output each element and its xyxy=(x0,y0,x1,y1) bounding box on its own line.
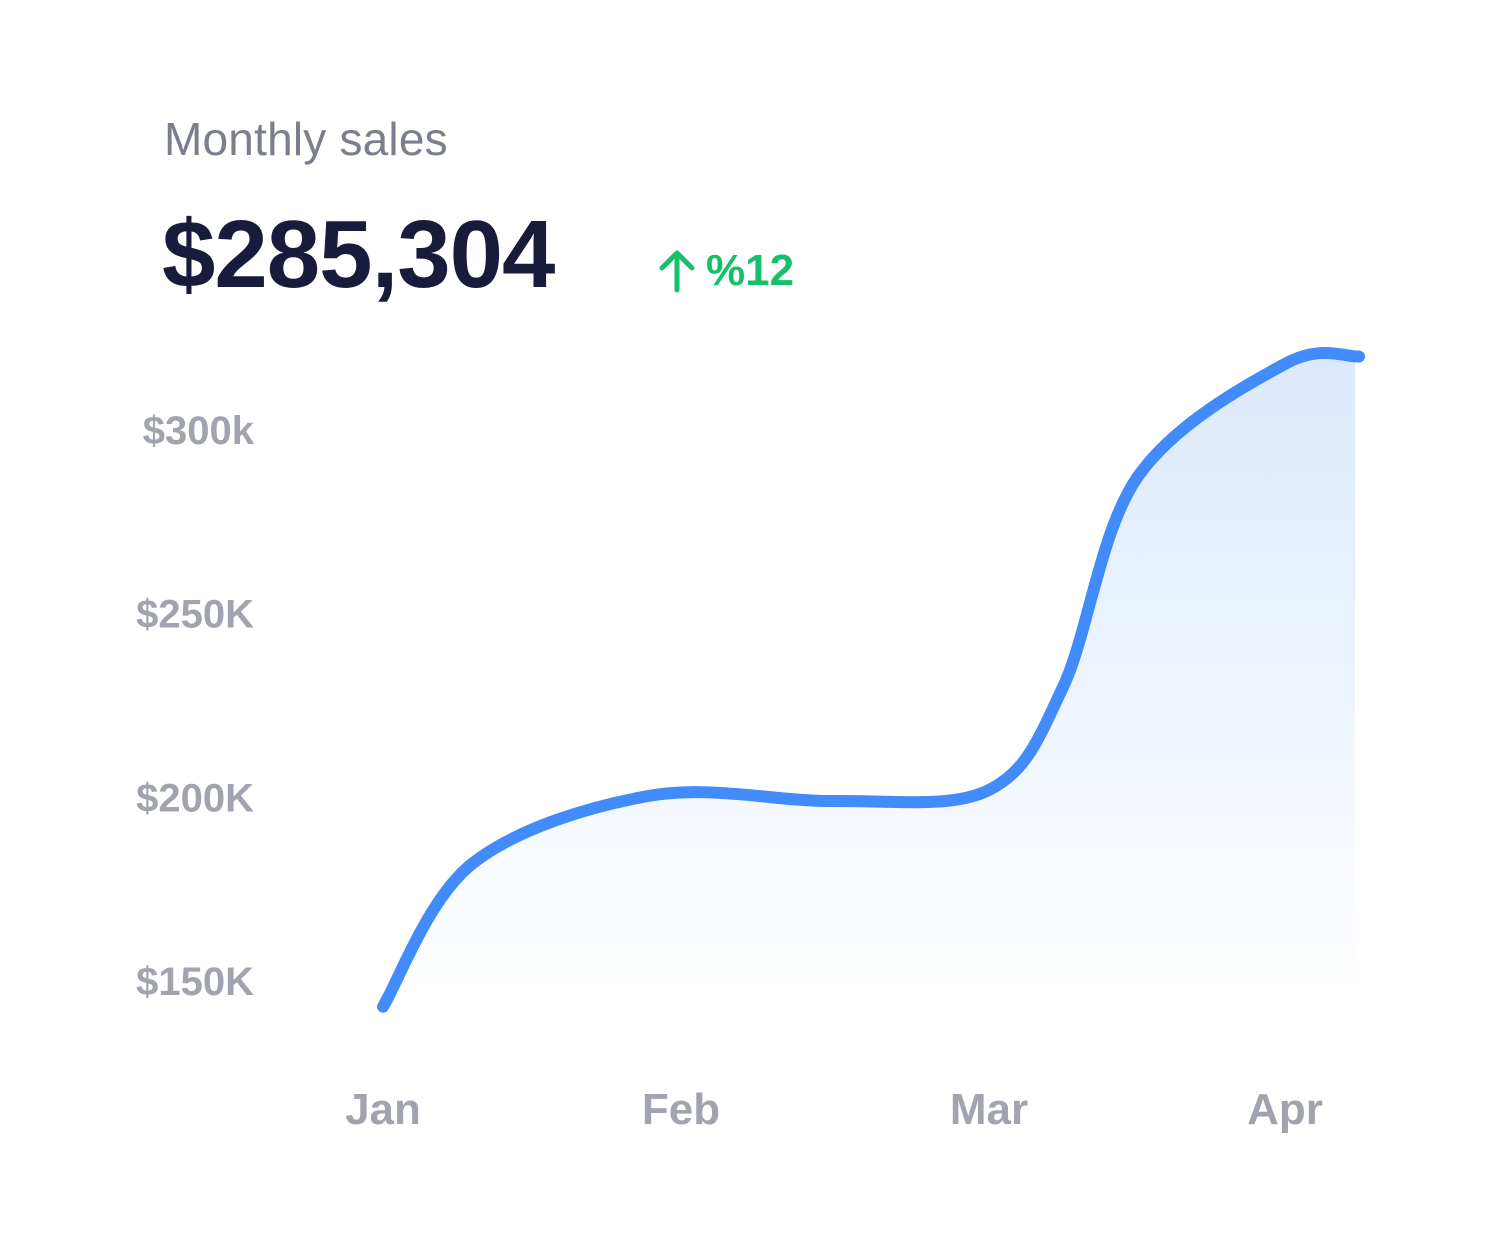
y-tick-label: $200K xyxy=(136,776,254,820)
x-tick-label: Apr xyxy=(1247,1085,1323,1134)
arrow-up-icon xyxy=(656,248,698,294)
y-tick-label: $250K xyxy=(136,593,254,637)
sales-line xyxy=(377,346,1365,1013)
x-tick-label: Feb xyxy=(642,1085,720,1134)
x-tick-label: Jan xyxy=(345,1085,421,1134)
change-percent: %12 xyxy=(706,246,795,295)
chart-label: Monthly sales xyxy=(164,113,448,165)
y-tick-label: $300k xyxy=(143,409,255,453)
change-badge: %12 xyxy=(656,246,794,296)
y-tick-label: $150K xyxy=(136,960,254,1004)
x-axis: Jan Feb Mar Apr xyxy=(345,1085,1323,1134)
x-tick-label: Mar xyxy=(950,1085,1028,1134)
y-axis: $300k $250K $200K $150K xyxy=(136,409,255,1004)
sales-area-fill xyxy=(383,352,1359,1007)
total-sales-value: $285,304 xyxy=(162,201,555,308)
